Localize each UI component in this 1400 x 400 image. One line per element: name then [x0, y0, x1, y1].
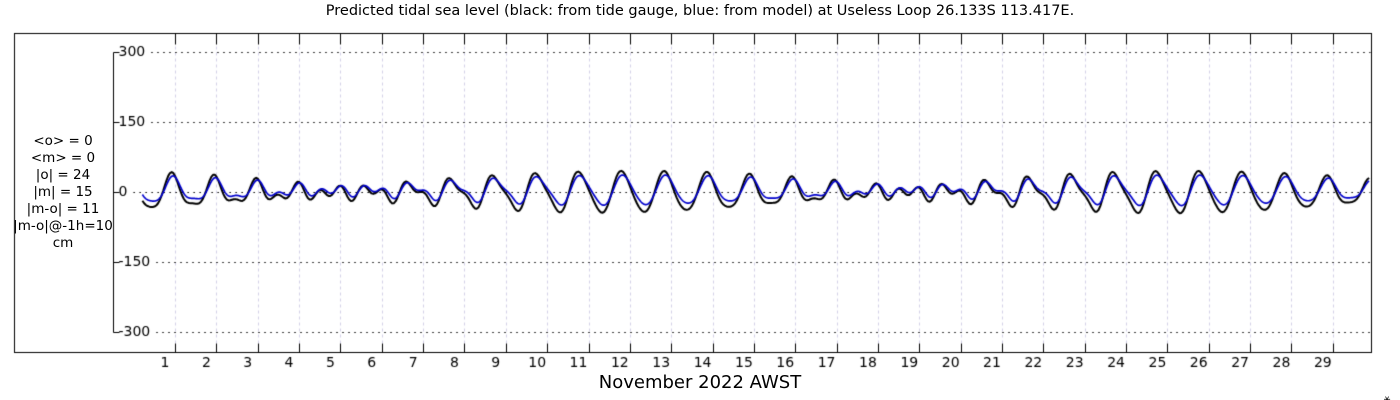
stat-abs-misfit-lag: |m-o|@-1h=10 [13, 218, 113, 234]
stat-mean-observed: <o> = 0 [33, 133, 93, 149]
stat-abs-model: |m| = 15 [33, 184, 93, 200]
stat-abs-misfit: |m-o| = 11 [26, 201, 100, 217]
x-axis-label: November 2022 AWST [598, 372, 802, 393]
stat-abs-observed: |o| = 24 [35, 167, 91, 183]
stat-units: cm [52, 235, 74, 251]
page-title: Predicted tidal sea level (black: from t… [325, 3, 1075, 19]
stats-panel: <o> = 0 <m> = 0 |o| = 24 |m| = 15 |m-o| … [12, 133, 114, 252]
credit-watermark: © IMOS 22-Feb-2024 20:00:55. *Not for na… [1383, 396, 1398, 400]
stat-mean-model: <m> = 0 [30, 150, 96, 166]
